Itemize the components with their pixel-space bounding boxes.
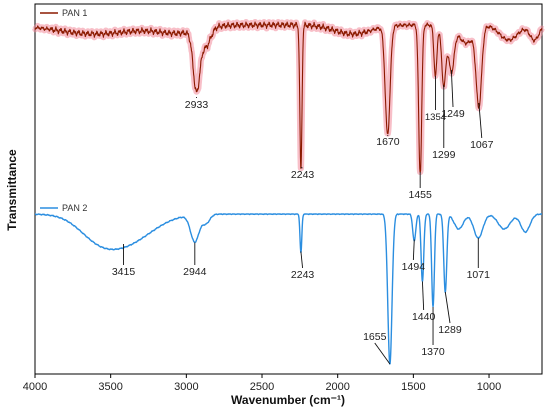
x-tick-label: 3500 bbox=[98, 381, 122, 393]
peak-label: 2243 bbox=[291, 269, 315, 281]
peak-leader-line bbox=[300, 167, 303, 169]
pan2-line bbox=[34, 213, 543, 365]
peak-label: 1655 bbox=[363, 331, 387, 343]
x-tick-label: 2000 bbox=[325, 381, 349, 393]
pan2-series bbox=[34, 213, 543, 365]
peak-leader-line bbox=[421, 281, 425, 311]
x-axis-ticks: 4000 3500 3000 2500 2000 1500 1000 bbox=[23, 374, 501, 393]
peak-leader-line bbox=[450, 69, 454, 108]
peak-label: 1249 bbox=[441, 108, 465, 120]
peak-leader-line bbox=[444, 291, 451, 324]
peak-label: 2243 bbox=[291, 169, 315, 181]
pan1-line bbox=[34, 21, 543, 173]
pan1-series bbox=[32, 19, 545, 175]
x-tick-label: 2500 bbox=[250, 381, 274, 393]
peak-label: 2944 bbox=[183, 266, 207, 278]
peak-label: 3415 bbox=[112, 266, 136, 278]
x-tick-label: 4000 bbox=[23, 381, 47, 393]
peak-leader-line bbox=[300, 251, 304, 269]
peak-leader-line bbox=[412, 239, 415, 261]
peak-label: 1370 bbox=[421, 346, 445, 358]
peak-label: 2933 bbox=[185, 99, 209, 111]
peak-label: 1071 bbox=[467, 269, 491, 281]
plot-frame bbox=[34, 3, 543, 375]
legend-pan2: PAN 2 bbox=[40, 203, 87, 213]
peak-label: 1299 bbox=[432, 149, 456, 161]
peak-label: 1440 bbox=[412, 311, 436, 323]
legend-label-pan1: PAN 1 bbox=[62, 8, 87, 18]
peak-label: 1455 bbox=[408, 189, 432, 201]
y-axis-title: Transmittance bbox=[5, 149, 19, 231]
peak-label: 1494 bbox=[402, 261, 426, 273]
peak-leader-line bbox=[374, 342, 391, 365]
legend-pan1: PAN 1 bbox=[40, 8, 87, 18]
peak-label: 1354 bbox=[425, 112, 446, 123]
x-axis-title: Wavenumber (cm⁻¹) bbox=[231, 393, 345, 407]
x-tick-label: 3000 bbox=[174, 381, 198, 393]
peak-leader-line bbox=[478, 102, 483, 139]
x-tick-label: 1500 bbox=[401, 381, 425, 393]
peak-label: 1067 bbox=[470, 139, 494, 151]
x-tick-label: 1000 bbox=[477, 381, 501, 393]
peak-label: 1670 bbox=[376, 136, 400, 148]
legend-label-pan2: PAN 2 bbox=[62, 203, 87, 213]
peak-annotations: 2933 2243 1670 1455 1354 1299 1249 1067 3415 2944… bbox=[112, 69, 494, 365]
peak-label: 1289 bbox=[438, 324, 462, 336]
